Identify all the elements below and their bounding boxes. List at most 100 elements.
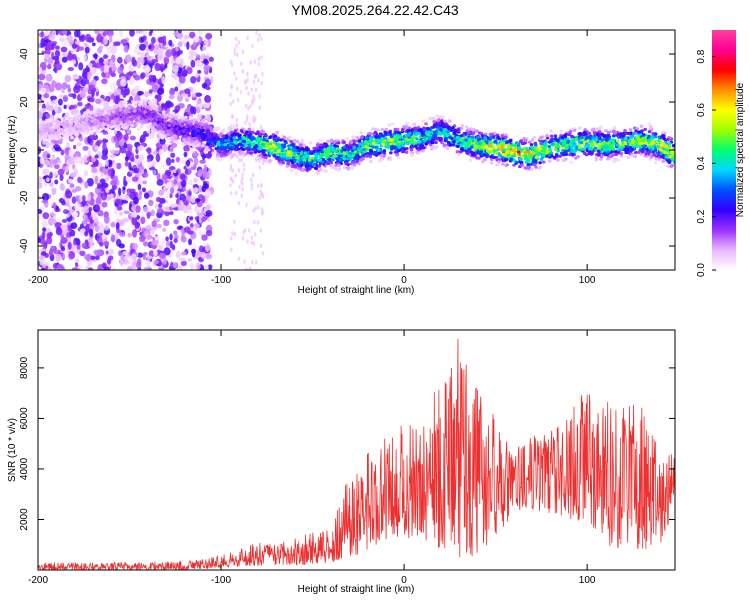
spectrogram-cell (151, 58, 159, 63)
spectrogram-cell (250, 87, 253, 93)
spectrogram-cell (637, 141, 642, 146)
spectrogram-cell (245, 202, 248, 208)
spectrogram-cell (53, 164, 60, 170)
spectrogram-cell (261, 71, 264, 77)
spectrogram-cell (252, 79, 256, 84)
spectrogram-cell (197, 201, 203, 208)
spectrogram-cell (187, 179, 193, 186)
spectrogram-cell (196, 99, 201, 105)
spectrogram-cell (455, 135, 460, 139)
spectrogram-cell (626, 155, 631, 160)
spectrogram-cell (193, 177, 199, 184)
spectrogram-cell (177, 30, 182, 34)
spectrogram-cell (209, 128, 213, 132)
spectrogram-cell (68, 93, 75, 98)
spectrogram-cell (532, 163, 537, 167)
spectrogram-cell (174, 86, 179, 92)
spectrogram-cell (71, 211, 79, 218)
spectrogram-cell (284, 141, 288, 145)
spectrogram-cell (88, 84, 96, 91)
spectrogram-cell (252, 241, 256, 246)
spectrogram-cell (124, 44, 129, 53)
spectrogram-cell (539, 135, 543, 139)
spectrogram-cell (164, 206, 170, 211)
spectrogram-cell (131, 100, 135, 104)
spectrogram-cell (38, 66, 43, 74)
spectrogram-cell (44, 53, 50, 60)
spectrogram-cell (519, 139, 524, 143)
spectrogram-cell (359, 131, 364, 135)
spectrogram-cell (190, 59, 196, 68)
spectrogram-cell (241, 186, 244, 192)
spectrogram-cell (148, 44, 152, 50)
spectrogram-cell (352, 142, 357, 146)
spectrogram-cell (333, 167, 338, 171)
spectrogram-cell (95, 62, 102, 69)
spectrogram-cell (140, 169, 145, 175)
spectrogram-cell (191, 248, 196, 258)
spectrogram-cell (110, 72, 117, 77)
spectrogram-cell (547, 159, 552, 163)
spectrogram-cell (179, 193, 187, 202)
spectrogram-cell (142, 241, 149, 247)
chart-title: YM08.2025.264.22.42.C43 (291, 2, 459, 18)
spectrogram-cell (258, 105, 261, 110)
spectrogram-cell (256, 220, 260, 225)
spectrogram-cell (109, 154, 117, 159)
spectrogram-cell (559, 129, 563, 133)
spectrogram-cell (64, 74, 72, 83)
spectrogram-cell (436, 118, 440, 123)
spectrogram-cell (103, 60, 109, 65)
spectrogram-cell (101, 78, 108, 85)
spectrogram-cell (207, 217, 211, 223)
spectrogram-cell (231, 179, 235, 184)
spectrogram-cell (334, 164, 338, 168)
spectrogram-cell (506, 146, 511, 150)
spectrogram-cell (194, 144, 199, 148)
spectrogram-cell (183, 144, 190, 153)
spectrogram-cell (191, 93, 197, 98)
spectrogram-cell (611, 134, 616, 138)
spectrogram-cell (468, 158, 473, 162)
spectrogram-cell (60, 149, 65, 156)
spectrogram-cell (133, 196, 139, 205)
spectrogram-cell (41, 220, 48, 228)
spectrogram-cell (160, 238, 166, 246)
spectrogram-cell (564, 146, 569, 150)
spectrogram-cell (159, 137, 166, 145)
spectrogram-cell (188, 161, 195, 168)
spectrogram-cell (67, 116, 72, 120)
spectrogram-cell (120, 113, 125, 117)
spectrogram-cell (163, 219, 170, 227)
spectrogram-cell (210, 75, 214, 84)
spectrogram-cell (295, 146, 300, 150)
spectrogram-cell (85, 114, 89, 118)
spectrogram-cell (134, 172, 142, 178)
spectrogram-cell (38, 182, 43, 189)
spectrogram-cell (90, 211, 97, 218)
spectrogram-cell (55, 253, 62, 261)
spectrogram-cell (61, 200, 66, 206)
spectrogram-cell (137, 258, 142, 266)
spectrogram-cell (100, 191, 108, 201)
spectrogram-cell (83, 205, 90, 214)
spectrogram-cell (184, 88, 191, 95)
spectrogram-cell (460, 123, 465, 128)
spectrogram-cell (103, 54, 108, 59)
spectrogram-cell (103, 36, 108, 46)
spectrogram-cell (106, 124, 111, 129)
spectrogram-cell (198, 215, 203, 224)
spectrogram-cell (46, 105, 54, 112)
spectrogram-cell (211, 151, 215, 155)
spectrogram-cell (49, 95, 57, 101)
spectrogram-cell (76, 112, 81, 116)
spectrogram-cell (148, 133, 155, 140)
spectrogram-cell (84, 230, 89, 237)
spectrogram-cell (80, 79, 87, 87)
spectrogram-cell (357, 139, 362, 143)
spectrogram-cell (619, 151, 624, 156)
spectrogram-cell (172, 169, 177, 174)
spectrogram-cell (157, 208, 164, 214)
spectrogram-cell (165, 236, 169, 242)
